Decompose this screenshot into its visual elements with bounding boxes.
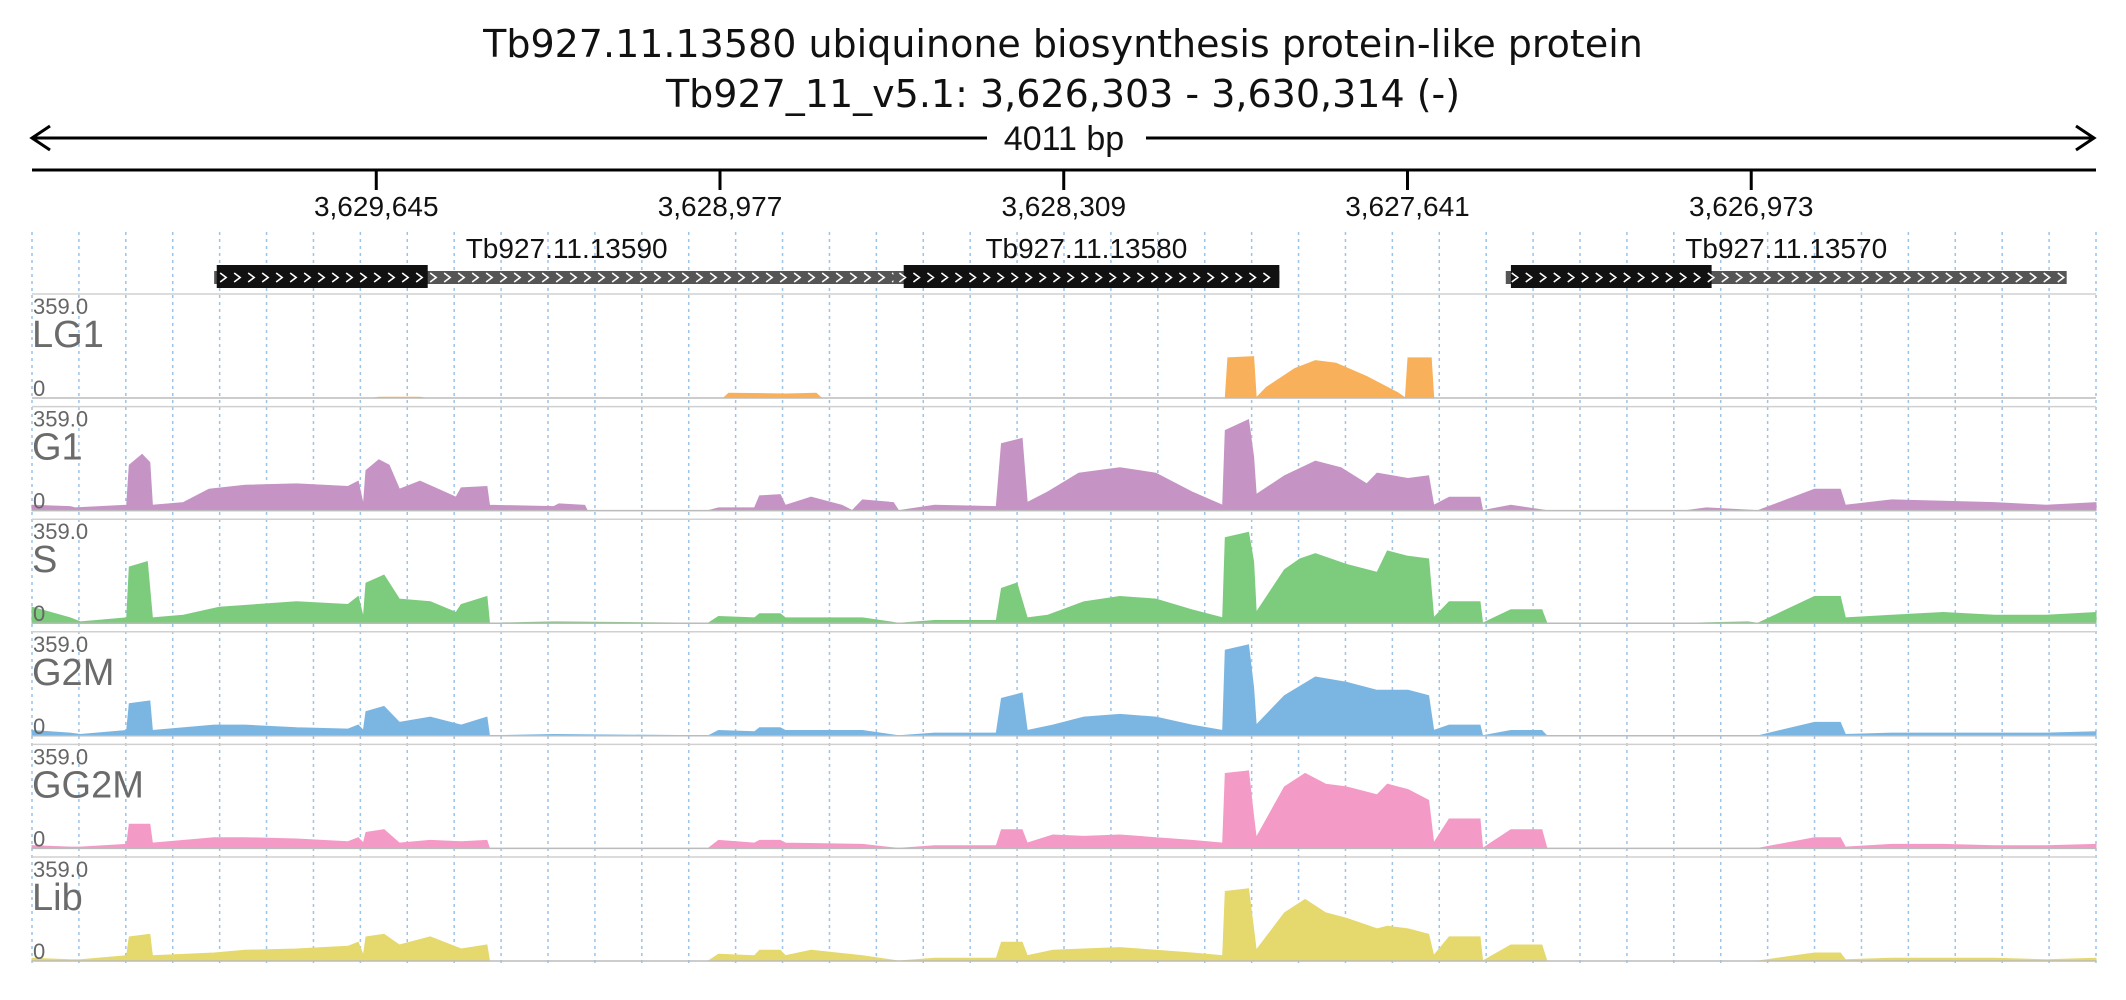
track-ymax-label: 359.0 — [33, 407, 88, 432]
strand-arrow-icon — [1511, 272, 2066, 283]
span-ruler: 4011 bp — [29, 120, 2097, 158]
x-tick-label: 3,628,977 — [658, 191, 783, 222]
gene-label: Tb927.11.13590 — [466, 233, 668, 264]
coverage-area — [32, 356, 2096, 400]
arrow-right-icon — [2075, 124, 2097, 152]
arrow-left-icon — [29, 124, 51, 152]
track-ymin-label: 0 — [33, 939, 45, 964]
track-name: G1 — [32, 427, 83, 469]
gene-cds — [1510, 265, 1712, 288]
gene-Tb927.11.13570[interactable]: Tb927.11.13570 — [1505, 233, 2067, 288]
x-tick-label: 3,627,641 — [1345, 191, 1470, 222]
track-name: S — [32, 539, 57, 581]
coverage-area — [31, 770, 2097, 850]
track-ymax-label: 359.0 — [33, 519, 88, 544]
gene-label: Tb927.11.13580 — [985, 233, 1187, 264]
span-label: 4011 bp — [1004, 120, 1124, 158]
track-ymax-label: 359.0 — [33, 744, 88, 769]
gene-label: Tb927.11.13570 — [1685, 233, 1887, 264]
track-ymin-label: 0 — [33, 489, 45, 514]
track-name: GG2M — [32, 764, 144, 806]
track-ymin-label: 0 — [33, 714, 45, 739]
strand-arrow-icon — [898, 272, 1271, 283]
chart-location: Tb927_11_v5.1: 3,626,303 - 3,630,314 (-) — [665, 72, 1461, 116]
track-ymax-label: 359.0 — [33, 294, 88, 319]
gene-Tb927.11.13590[interactable]: Tb927.11.13590 — [214, 233, 920, 288]
track-ymin-label: 0 — [33, 826, 45, 851]
x-tick-label: 3,626,973 — [1689, 191, 1814, 222]
track-ymax-label: 359.0 — [33, 632, 88, 657]
gene-Tb927.11.13580[interactable]: Tb927.11.13580 — [893, 233, 1280, 288]
track-ymin-label: 0 — [33, 601, 45, 626]
coverage-area — [31, 644, 2097, 737]
track-ymax-label: 359.0 — [33, 857, 88, 882]
track-ymin-label: 0 — [33, 376, 45, 401]
x-tick-label: 3,629,645 — [314, 191, 439, 222]
track-name: G2M — [32, 652, 114, 694]
chart-title: Tb927.11.13580 ubiquinone biosynthesis p… — [483, 22, 1643, 66]
coverage-area — [31, 418, 2097, 512]
track-name: LG1 — [32, 314, 104, 356]
track-G1: 359.0G1 0 — [31, 405, 2097, 514]
x-tick-label: 3,628,309 — [1001, 191, 1126, 222]
track-name: Lib — [32, 877, 83, 919]
strand-arrow-icon — [219, 272, 914, 283]
track-S: 359.0S 0 — [31, 518, 2097, 626]
